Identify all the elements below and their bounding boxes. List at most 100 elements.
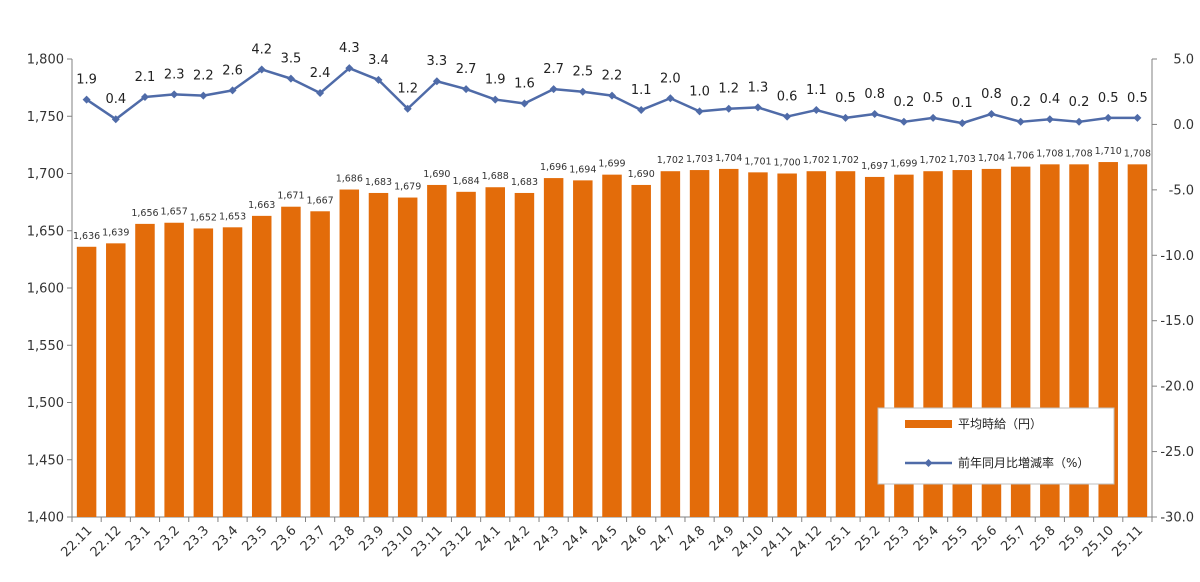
- line-point: [987, 109, 996, 118]
- bar-data-label: 1,639: [102, 227, 129, 238]
- line-point: [812, 106, 821, 115]
- bar-data-label: 1,690: [423, 169, 450, 180]
- x-tick-label: 23.12: [438, 523, 475, 560]
- line-point: [199, 91, 208, 100]
- x-tick-label: 25.10: [1080, 523, 1117, 560]
- line-data-label: 2.4: [310, 66, 331, 81]
- line-point: [491, 95, 500, 104]
- legend: 平均時給（円） 前年同月比増減率（%）: [877, 407, 1115, 485]
- line-data-label: 2.6: [222, 63, 243, 78]
- line-point: [1075, 117, 1084, 126]
- x-tick-label: 24.10: [730, 523, 767, 560]
- line-data-label: 2.7: [456, 62, 477, 77]
- bar-data-label: 1,652: [190, 212, 217, 223]
- right-tick-label: -15.0: [1160, 314, 1194, 329]
- x-tick-label: 23.8: [327, 523, 358, 554]
- left-tick-label: 1,700: [27, 167, 64, 182]
- bar-data-label: 1,708: [1124, 148, 1151, 159]
- line-point: [111, 115, 120, 124]
- bar: [281, 206, 301, 517]
- line-point: [753, 103, 762, 112]
- legend-line-marker: [924, 459, 933, 467]
- bar: [1127, 164, 1148, 517]
- bar: [427, 184, 447, 517]
- left-tick-label: 1,750: [27, 110, 64, 125]
- bar-data-label: 1,702: [803, 155, 830, 166]
- line-point: [403, 104, 412, 113]
- line-point: [462, 85, 471, 94]
- x-tick-label: 24.8: [677, 523, 708, 554]
- x-tick-label: 25.3: [882, 523, 913, 554]
- bar-data-label: 1,694: [569, 164, 596, 175]
- line-data-label: 3.5: [281, 52, 302, 67]
- line-point: [899, 117, 908, 126]
- bar: [602, 174, 622, 517]
- bar-data-label: 1,657: [161, 207, 188, 218]
- line-data-label: 0.4: [1039, 92, 1060, 107]
- x-tick-label: 23.6: [269, 523, 300, 554]
- bar-data-label: 1,636: [73, 231, 100, 242]
- bar: [164, 222, 184, 518]
- x-tick-label: 23.7: [298, 523, 329, 554]
- right-tick-label: -10.0: [1160, 249, 1194, 264]
- bar: [748, 172, 768, 518]
- right-tick-label: -30.0: [1160, 511, 1194, 526]
- line-point: [783, 112, 792, 121]
- line-data-label: 1.9: [485, 73, 506, 88]
- x-tick-label: 23.3: [181, 523, 212, 554]
- line-data-label: 0.2: [894, 95, 915, 110]
- x-tick-label: 24.2: [502, 523, 533, 554]
- line-data-label: 4.2: [251, 42, 272, 57]
- bar: [514, 192, 535, 517]
- bar-data-label: 1,699: [890, 159, 917, 170]
- bar-data-label: 1,699: [598, 159, 625, 170]
- line-point: [1045, 115, 1054, 124]
- bar: [76, 246, 97, 517]
- line-data-label: 2.1: [135, 70, 156, 85]
- bar-data-label: 1,702: [832, 155, 859, 166]
- line-point: [666, 94, 675, 103]
- line-point: [841, 113, 850, 122]
- bar: [193, 228, 214, 517]
- bar: [689, 170, 710, 517]
- bar-data-label: 1,690: [628, 169, 655, 180]
- bar: [251, 215, 272, 518]
- bar: [660, 171, 681, 517]
- line-point: [374, 75, 383, 84]
- line-data-label: 0.5: [1098, 91, 1119, 106]
- line-data-label: 0.4: [105, 92, 126, 107]
- bar: [777, 173, 797, 517]
- line-data-label: 1.1: [806, 83, 827, 98]
- bar-data-label: 1,686: [336, 174, 363, 185]
- line-point: [929, 113, 938, 122]
- bar-data-label: 1,667: [307, 195, 334, 206]
- line-point: [82, 95, 91, 104]
- x-tick-label: 24.11: [759, 523, 796, 560]
- line-point: [140, 92, 149, 101]
- bar-data-label: 1,702: [919, 155, 946, 166]
- legend-line-label: 前年同月比増減率（%）: [958, 455, 1089, 470]
- x-tick-label: 23.10: [380, 523, 417, 560]
- x-tick-label: 24.1: [473, 523, 504, 554]
- line-point: [345, 64, 354, 73]
- bar-data-label: 1,710: [1095, 146, 1122, 157]
- bar-data-label: 1,703: [949, 154, 976, 165]
- x-tick-label: 25.4: [911, 523, 942, 554]
- line-data-label: 0.1: [952, 96, 973, 111]
- right-tick-label: 5.0: [1173, 53, 1194, 68]
- bar-data-label: 1,679: [394, 182, 421, 193]
- line-data-label: 3.3: [427, 54, 448, 69]
- bar-data-label: 1,653: [219, 211, 246, 222]
- line-data-label: 0.5: [835, 91, 856, 106]
- line-data-label: 0.5: [923, 91, 944, 106]
- right-tick-label: -5.0: [1169, 183, 1194, 198]
- x-tick-label: 22.12: [88, 523, 125, 560]
- bar-data-label: 1,663: [248, 200, 275, 211]
- bar: [543, 178, 564, 517]
- line-series: [82, 64, 1142, 128]
- line-data-label: 0.2: [1010, 95, 1031, 110]
- legend-bar-label: 平均時給（円）: [958, 417, 1042, 431]
- x-tick-label: 23.1: [123, 523, 154, 554]
- x-tick-label: 24.3: [531, 523, 562, 554]
